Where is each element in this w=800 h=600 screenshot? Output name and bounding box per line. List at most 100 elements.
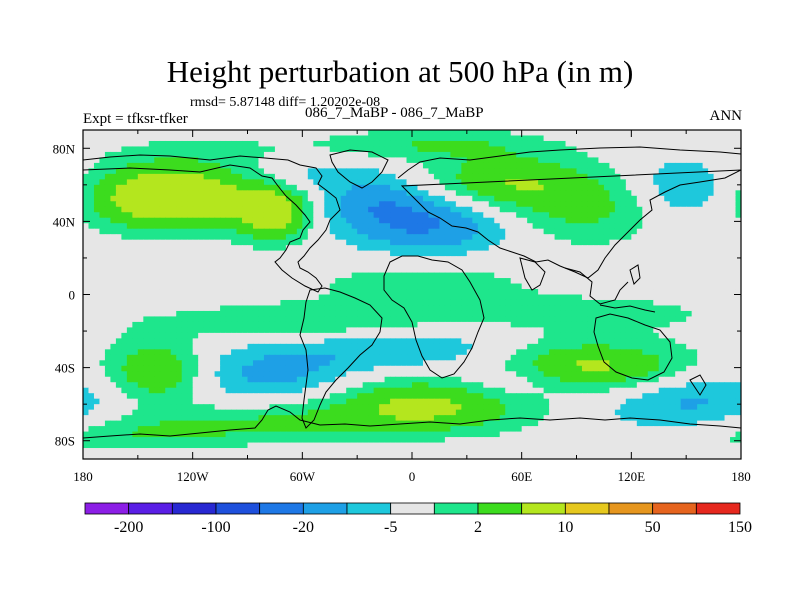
field-cell	[143, 173, 150, 180]
field-cell	[510, 140, 517, 147]
field-cell	[444, 130, 451, 136]
field-cell	[521, 349, 528, 356]
field-cell	[433, 157, 440, 164]
field-cell	[247, 338, 254, 345]
field-cell	[472, 316, 479, 323]
field-cell	[658, 245, 665, 252]
field-cell	[291, 190, 298, 197]
field-cell	[384, 305, 391, 312]
field-cell	[554, 157, 561, 164]
field-cell	[488, 294, 495, 301]
field-cell	[203, 234, 210, 241]
field-cell	[658, 332, 665, 339]
field-cell	[428, 179, 435, 186]
field-cell	[137, 130, 144, 136]
field-cell	[252, 316, 259, 323]
field-cell	[187, 146, 194, 153]
field-cell	[307, 250, 314, 257]
field-cell	[231, 151, 238, 158]
field-cell	[324, 217, 331, 224]
field-cell	[181, 332, 188, 339]
field-cell	[642, 146, 649, 153]
field-cell	[313, 316, 320, 323]
field-cell	[93, 294, 100, 301]
field-cell	[104, 135, 111, 142]
field-cell	[187, 267, 194, 274]
field-cell	[280, 146, 287, 153]
field-cell	[461, 239, 468, 246]
field-cell	[658, 157, 665, 164]
field-cell	[581, 179, 588, 186]
field-cell	[159, 234, 166, 241]
field-cell	[395, 162, 402, 169]
field-cell	[658, 316, 665, 323]
field-cell	[428, 146, 435, 153]
field-cell	[444, 338, 451, 345]
field-cell	[220, 338, 227, 345]
field-cell	[417, 261, 424, 268]
field-cell	[198, 157, 205, 164]
field-cell	[220, 332, 227, 339]
field-cell	[296, 338, 303, 345]
field-cell	[132, 223, 139, 230]
field-cell	[439, 234, 446, 241]
field-cell	[658, 294, 665, 301]
field-cell	[357, 140, 364, 147]
field-cell	[587, 157, 594, 164]
field-cell	[154, 201, 161, 208]
field-cell	[390, 261, 397, 268]
field-cell	[181, 201, 188, 208]
field-cell	[631, 316, 638, 323]
field-cell	[417, 135, 424, 142]
field-cell	[697, 228, 704, 235]
field-cell	[686, 195, 693, 202]
field-cell	[181, 239, 188, 246]
height-field	[83, 130, 741, 459]
field-cell	[269, 338, 276, 345]
field-cell	[472, 321, 479, 328]
field-cell	[450, 239, 457, 246]
field-cell	[412, 338, 418, 345]
field-cell	[724, 332, 731, 339]
field-cell	[439, 283, 446, 290]
field-cell	[340, 212, 347, 219]
field-cell	[461, 299, 468, 306]
field-cell	[390, 140, 397, 147]
field-cell	[170, 294, 177, 301]
field-cell	[538, 162, 545, 169]
field-cell	[686, 201, 693, 208]
field-cell	[302, 278, 309, 285]
field-cell	[242, 146, 248, 153]
field-cell	[499, 190, 506, 197]
field-cell	[439, 223, 446, 230]
field-cell	[669, 206, 676, 213]
field-cell	[247, 184, 254, 191]
field-cell	[274, 349, 281, 356]
field-cell	[307, 338, 314, 345]
field-cell	[636, 168, 643, 175]
field-cell	[713, 305, 720, 312]
field-cell	[417, 256, 424, 263]
field-cell	[203, 245, 210, 252]
field-cell	[527, 250, 534, 257]
field-cell	[192, 267, 199, 274]
field-cell	[242, 338, 248, 345]
field-cell	[697, 212, 704, 219]
field-cell	[527, 135, 534, 142]
field-cell	[93, 146, 100, 153]
field-cell	[318, 327, 325, 334]
field-cell	[450, 190, 457, 197]
field-cell	[636, 289, 643, 295]
field-cell	[236, 332, 243, 339]
field-cell	[104, 332, 111, 339]
field-cell	[401, 256, 408, 263]
field-cell	[313, 223, 320, 230]
field-cell	[702, 206, 709, 213]
field-cell	[576, 349, 583, 356]
field-cell	[335, 338, 342, 345]
field-cell	[686, 217, 693, 224]
field-cell	[664, 283, 671, 290]
field-cell	[83, 162, 89, 169]
field-cell	[450, 294, 457, 301]
field-cell	[483, 256, 490, 263]
